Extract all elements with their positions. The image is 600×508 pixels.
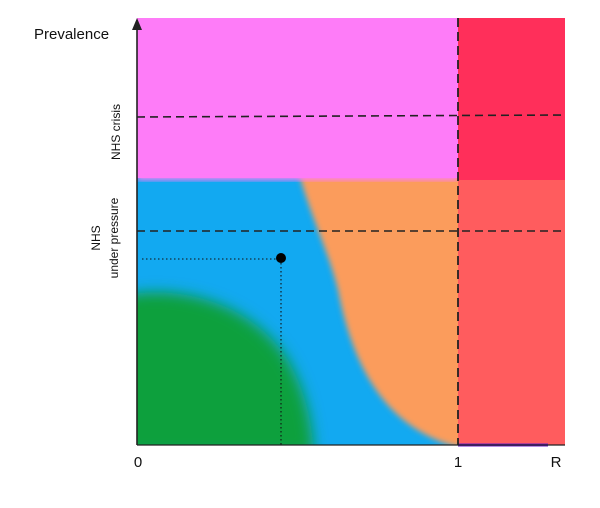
pressure-threshold-label-line2: under pressure bbox=[107, 197, 121, 278]
pressure-threshold-label-line1: NHS bbox=[89, 225, 103, 250]
x-tick-label-0: 0 bbox=[134, 454, 142, 471]
crisis-threshold-line bbox=[136, 114, 566, 118]
crisis-zone-edge bbox=[137, 172, 458, 180]
epidemic-growth-zone bbox=[458, 178, 565, 445]
crisis-threshold-label: NHS crisis bbox=[109, 104, 123, 160]
warning-zone bbox=[300, 178, 458, 445]
current-state-point bbox=[276, 253, 286, 263]
x-axis-title: R bbox=[551, 454, 562, 471]
x-tick-label-1: 1 bbox=[454, 454, 462, 471]
crisis-zone bbox=[137, 18, 458, 180]
safe-zone bbox=[137, 292, 314, 445]
epidemic-growth-crisis-zone bbox=[458, 18, 565, 180]
y-axis-arrow-icon bbox=[132, 18, 142, 30]
y-axis-title: Prevalence bbox=[34, 26, 109, 43]
